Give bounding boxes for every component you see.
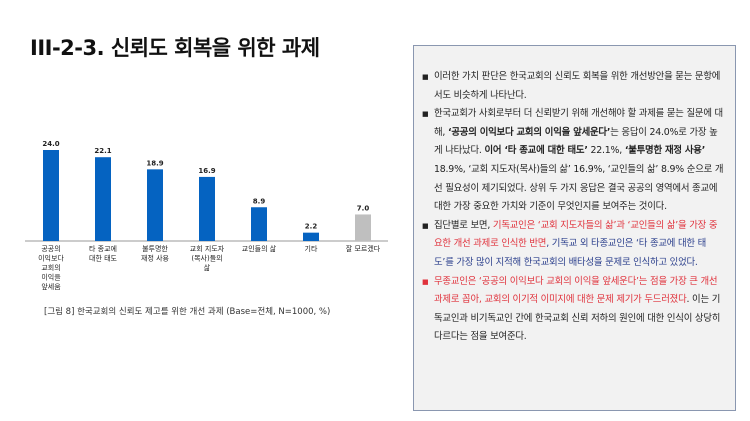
category-label: 삶 bbox=[204, 263, 211, 272]
bullet-icon: ■ bbox=[422, 110, 429, 119]
bullet-item: ■ 한국교회가 사회로부터 더 신뢰받기 위해 개선해야 할 과제를 묻는 질문에… bbox=[422, 105, 725, 217]
text-segment: 기독교인은 ‘교회 지도자들의 삶’과 ‘교인들의 삶’을 가장 중요한 개선 … bbox=[434, 219, 718, 250]
category-label: 교회의 bbox=[41, 263, 60, 272]
text-segment: . 이는 기독교인과 비기독교인 간에 한국교회 신뢰 저하의 원인에 대한 인… bbox=[434, 294, 721, 343]
text-segment: 집단별로 보면, bbox=[434, 219, 493, 231]
bar bbox=[147, 169, 163, 241]
bullet-text: 한국교회가 사회로부터 더 신뢰받기 위해 개선해야 할 과제를 묻는 질문에 … bbox=[434, 105, 725, 217]
text-segment: 18.9%, ‘교회 지도자(목사)들의 삶’ 16.9%, ‘교인들의 삶’ … bbox=[434, 163, 724, 213]
figure-caption: [그림 8] 한국교회의 신뢰도 제고를 위한 개선 과제 (Base=전체, … bbox=[44, 307, 331, 317]
category-label: 교인들의 삶 bbox=[242, 244, 277, 253]
data-label: 18.9 bbox=[146, 159, 163, 167]
text-segment: 한국교회가 사회로부터 더 신뢰받기 위해 개선해야 할 과제를 묻는 질문에 … bbox=[434, 108, 723, 138]
page-title: III-2-3. 신뢰도 회복을 위한 과제 bbox=[30, 36, 320, 60]
bullet-text: 무종교인은 ‘공공의 이익보다 교회의 이익을 앞세운다’는 점을 가장 큰 개… bbox=[434, 273, 725, 347]
data-label: 22.1 bbox=[94, 147, 111, 155]
bullet-icon: ■ bbox=[422, 277, 429, 286]
bar bbox=[43, 150, 59, 241]
category-label: 공공의 bbox=[41, 244, 60, 253]
text-segment: 22.1%, bbox=[587, 145, 625, 157]
text-segment: ‘공공의 이익보다 교회의 이익을 앞세운다’ bbox=[448, 126, 611, 138]
bar bbox=[251, 207, 267, 241]
category-label: 잘 모르겠다 bbox=[346, 244, 381, 253]
bullet-text: 집단별로 보면, 기독교인은 ‘교회 지도자들의 삶’과 ‘교인들의 삶’을 가… bbox=[434, 217, 725, 273]
bullet-item: ■ 무종교인은 ‘공공의 이익보다 교회의 이익을 앞세운다’는 점을 가장 큰 … bbox=[422, 273, 725, 347]
text-segment: 무종교인은 ‘공공의 이익보다 교회의 이익을 앞세운다’는 점을 가장 큰 개… bbox=[434, 275, 718, 306]
bullet-item: ■ 집단별로 보면, 기독교인은 ‘교회 지도자들의 삶’과 ‘교인들의 삶’을 … bbox=[422, 217, 725, 273]
bullet-icon: ■ bbox=[422, 221, 429, 230]
bar bbox=[303, 232, 319, 241]
category-label: 타 종교에 bbox=[89, 244, 117, 253]
category-label: 이익을 bbox=[41, 273, 61, 282]
bar bbox=[355, 214, 371, 241]
text-panel: ■ 이러한 가치 판단은 한국교회의 신뢰도 회복을 위한 개선방안을 묻는 문항… bbox=[413, 45, 736, 411]
data-label: 8.9 bbox=[253, 197, 266, 205]
category-label: 불투명한 bbox=[142, 244, 168, 253]
category-label: (목사)들의 bbox=[191, 254, 222, 263]
bullet-text: 이러한 가치 판단은 한국교회의 신뢰도 회복을 위한 개선방안을 묻는 문항에… bbox=[434, 68, 725, 105]
text-segment: ‘불투명한 재정 사용’ bbox=[624, 145, 706, 157]
category-label: 재정 사용 bbox=[141, 254, 170, 263]
data-label: 2.2 bbox=[305, 223, 318, 231]
category-label: 교회 지도자 bbox=[190, 244, 225, 253]
category-label: 이익보다 bbox=[38, 254, 64, 263]
data-label: 7.0 bbox=[357, 204, 370, 212]
category-label: 대한 태도 bbox=[89, 255, 118, 263]
bar bbox=[95, 157, 111, 241]
bullet-item: ■ 이러한 가치 판단은 한국교회의 신뢰도 회복을 위한 개선방안을 묻는 문항… bbox=[422, 68, 725, 105]
text-segment: 이어 ‘타 종교에 대한 태도’ bbox=[484, 145, 588, 157]
bar bbox=[199, 176, 215, 241]
text-segment: 는 응답이 24.0%로 가장 높게 나타났다. bbox=[434, 126, 718, 157]
category-label: 앞세움 bbox=[41, 282, 61, 291]
category-label: 기타 bbox=[305, 244, 318, 253]
bullet-icon: ■ bbox=[422, 73, 429, 81]
text-segment: , 기독교 외 타종교인은 ‘타 종교에 대한 태도’를 가장 많이 지적해 한… bbox=[434, 238, 707, 268]
data-label: 16.9 bbox=[198, 167, 215, 175]
data-label: 24.0 bbox=[42, 140, 59, 148]
text-segment: 이러한 가치 판단은 한국교회의 신뢰도 회복을 위한 개선방안을 묻는 문항에… bbox=[434, 71, 721, 101]
